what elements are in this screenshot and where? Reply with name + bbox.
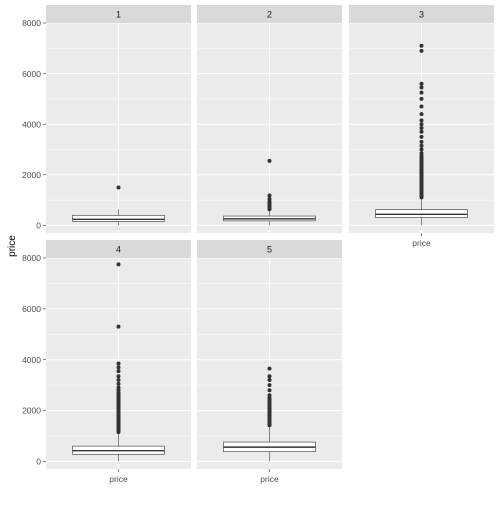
facet-panel-5: 5 price	[197, 240, 342, 484]
y-axis-tick-label: 8000	[22, 253, 41, 263]
y-axis-tick-label: 2000	[22, 406, 41, 416]
y-axis-tick-label: 4000	[22, 119, 41, 129]
outlier-point	[267, 196, 272, 201]
outlier-point	[419, 85, 424, 90]
outlier-point	[267, 193, 272, 198]
y-axis-tick-label: 4000	[22, 355, 41, 365]
facet-panels: 1 0 2000 4000 6000 8000 2 3 price 4 0 2000 4000 6000 8…	[22, 5, 494, 484]
outlier-point	[419, 147, 424, 152]
outlier-point	[419, 126, 424, 130]
box	[72, 214, 165, 222]
outlier-point	[419, 104, 424, 109]
outlier-point	[419, 112, 424, 117]
outlier-point	[267, 366, 272, 371]
y-axis-tick-label: 0	[36, 221, 41, 231]
y-axis-tick-label: 2000	[22, 170, 41, 180]
outlier-point	[419, 143, 424, 148]
facet-strip-label: 1	[116, 10, 121, 20]
outlier-point	[267, 388, 272, 393]
facet-strip	[197, 5, 342, 23]
outlier-point	[116, 385, 121, 390]
outlier-point	[419, 129, 424, 134]
facet-strip-label: 5	[267, 245, 272, 255]
facet-strip	[46, 5, 191, 23]
outlier-point	[419, 81, 424, 86]
outlier-point	[116, 185, 121, 190]
facet-strip	[46, 240, 191, 258]
outlier-point	[419, 90, 424, 95]
outlier-point	[116, 381, 121, 386]
y-axis-tick-label: 8000	[22, 18, 41, 28]
outlier-point	[116, 378, 121, 383]
outlier-point	[267, 383, 272, 388]
outlier-point	[419, 151, 424, 156]
facet-strip	[197, 240, 342, 258]
facet-panel-4: 4 0 2000 4000 6000 8000 price	[22, 240, 191, 484]
outlier-point	[419, 134, 424, 139]
outlier-point	[267, 393, 272, 398]
y-axis-tick-label: 6000	[22, 304, 41, 314]
outlier-point	[419, 122, 424, 127]
y-axis-tick-label: 6000	[22, 69, 41, 79]
facet-panel-3: 3 price	[349, 5, 494, 248]
outlier-point	[267, 374, 272, 379]
x-axis-tick-label: price	[109, 474, 128, 484]
outlier-point	[116, 262, 121, 267]
outlier-point	[419, 48, 424, 53]
outlier-point	[116, 361, 121, 366]
facet-panel-2: 2	[197, 5, 342, 233]
outlier-point	[116, 324, 121, 329]
outlier-point	[267, 378, 272, 383]
facet-panel-1: 1 0 2000 4000 6000 8000	[22, 5, 191, 233]
facet-strip-label: 3	[419, 10, 424, 20]
outlier-point	[267, 158, 272, 163]
outlier-point	[116, 365, 121, 370]
y-axis-tick-label: 0	[36, 457, 41, 467]
outlier-point	[116, 374, 121, 379]
outlier-point	[419, 118, 424, 123]
outlier-point	[419, 139, 424, 144]
outlier-point	[419, 43, 424, 48]
facet-strip-label: 2	[267, 10, 272, 20]
outlier-point	[419, 96, 424, 101]
facet-strip-label: 4	[116, 245, 121, 255]
y-axis-title: price	[7, 235, 18, 257]
outlier-point	[116, 369, 121, 374]
facet-strip	[349, 5, 494, 23]
x-axis-tick-label: price	[412, 238, 431, 248]
x-axis-tick-label: price	[260, 474, 279, 484]
